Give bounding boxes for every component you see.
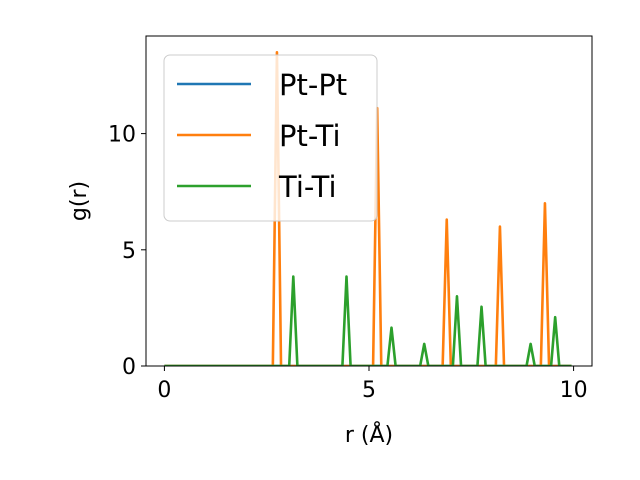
x-tick-label: 5 bbox=[362, 378, 376, 403]
x-tick-label: 0 bbox=[157, 378, 171, 403]
legend-label-ti-ti: Ti-Ti bbox=[278, 170, 337, 204]
series-line-ti-ti bbox=[164, 275, 572, 366]
y-tick-label: 10 bbox=[108, 123, 136, 148]
y-tick-label: 5 bbox=[122, 239, 136, 264]
y-axis-label: g(r) bbox=[67, 181, 92, 221]
x-axis-label: r (Å) bbox=[345, 421, 393, 448]
x-tick-label: 10 bbox=[560, 378, 588, 403]
y-tick-label: 0 bbox=[122, 355, 136, 380]
legend-label-pt-ti: Pt-Ti bbox=[279, 119, 341, 153]
series-line-pt-ti bbox=[164, 50, 572, 366]
legend-box bbox=[163, 54, 378, 222]
legend: Pt-Pt Pt-Ti Ti-Ti bbox=[163, 54, 378, 222]
x-axis-ticks: 0 5 10 bbox=[157, 366, 588, 403]
legend-label-pt-pt: Pt-Pt bbox=[279, 68, 347, 102]
series-layer bbox=[164, 50, 572, 366]
y-axis-ticks: 0 5 10 bbox=[108, 123, 146, 380]
